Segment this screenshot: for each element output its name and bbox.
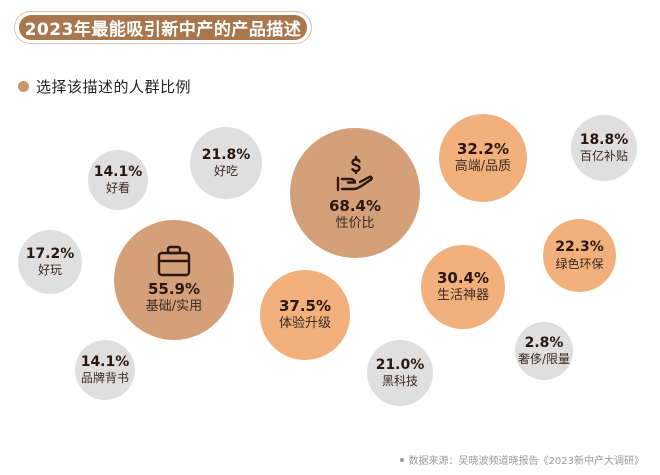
bubble-shenghuo: 30.4% 生活神器 — [421, 245, 505, 329]
bubble-heikeji: 21.0% 黑科技 — [367, 340, 433, 406]
bubble-gaoduan: 32.2% 高端/品质 — [439, 114, 527, 202]
bubble-value: 68.4% — [328, 197, 382, 216]
bubble-label: 生活神器 — [436, 287, 489, 303]
legend-dot-icon — [18, 81, 29, 92]
bubble-value: 21.8% — [201, 146, 251, 163]
bubble-value: 21.0% — [375, 356, 425, 373]
bubble-value: 17.2% — [25, 245, 75, 262]
bubble-label: 好看 — [105, 181, 130, 195]
bubble-label: 性价比 — [335, 215, 375, 231]
bubble-label: 绿色环保 — [555, 256, 604, 271]
bubble-shechi: 2.8% 奢侈/限量 — [515, 322, 573, 380]
bullet-icon — [399, 457, 404, 462]
bubble-haochi: 21.8% 好吃 — [190, 127, 262, 199]
hand-dollar-icon — [336, 156, 373, 192]
bubble-value: 14.1% — [93, 163, 143, 180]
bubble-label: 黑科技 — [381, 374, 418, 388]
source-text: 数据来源：吴晓波频道晓报告《2023新中产大调研》 — [408, 456, 644, 467]
page-title: 2023年最能吸引新中产的产品描述 — [19, 15, 307, 40]
bubble-value: 14.1% — [80, 353, 130, 370]
bubble-label: 体验升级 — [278, 315, 331, 331]
bubble-label: 基础/实用 — [145, 298, 203, 314]
briefcase-icon — [157, 246, 191, 277]
bubble-label: 品牌背书 — [80, 371, 129, 385]
bubble-jichu: 55.9% 基础/实用 — [114, 220, 234, 340]
bubble-haowan: 17.2% 好玩 — [18, 230, 82, 294]
bubble-value: 2.8% — [524, 334, 564, 351]
bubble-baiyibutie: 18.8% 百亿补贴 — [571, 115, 637, 181]
data-source: 数据来源：吴晓波频道晓报告《2023新中产大调研》 — [399, 452, 644, 467]
bubble-label: 好吃 — [213, 164, 238, 178]
bubble-xingjiabi: 68.4% 性价比 — [290, 128, 420, 258]
legend: 选择该描述的人群比例 — [18, 76, 191, 97]
bubble-lvse: 22.3% 绿色环保 — [543, 219, 616, 292]
bubble-value: 32.2% — [456, 140, 510, 159]
bubble-value: 22.3% — [555, 239, 604, 256]
bubble-tiyan: 37.5% 体验升级 — [260, 270, 350, 360]
bubble-label: 高端/品质 — [454, 158, 512, 174]
bubble-value: 55.9% — [147, 280, 201, 299]
bubble-label: 好玩 — [37, 263, 62, 277]
bubble-value: 37.5% — [278, 297, 332, 316]
bubble-label: 奢侈/限量 — [517, 352, 571, 366]
bubble-label: 百亿补贴 — [579, 149, 628, 163]
bubble-value: 18.8% — [579, 131, 629, 148]
bubble-haokan: 14.1% 好看 — [88, 150, 148, 210]
bubble-value: 30.4% — [436, 269, 490, 288]
legend-label: 选择该描述的人群比例 — [36, 78, 192, 96]
bubble-pinpai: 14.1% 品牌背书 — [75, 340, 135, 400]
title-frame: 2023年最能吸引新中产的产品描述 — [14, 11, 312, 44]
